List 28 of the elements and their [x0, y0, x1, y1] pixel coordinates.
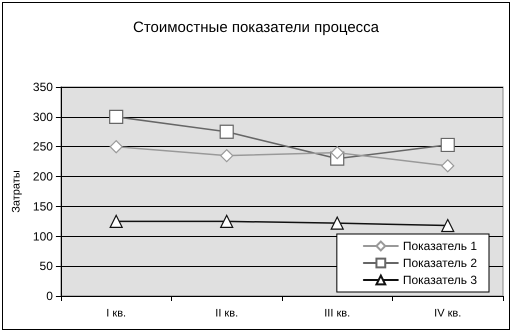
y-tick-label: 150: [32, 199, 54, 214]
point: [110, 214, 123, 228]
y-tick-label: 200: [32, 170, 54, 184]
point: [330, 216, 344, 230]
x-tick-label: I кв.: [106, 308, 126, 320]
y-tick-label: 100: [32, 229, 54, 244]
y-tick-label: 250: [32, 140, 54, 154]
legend-label: Показатель 3: [402, 273, 478, 287]
point: [330, 146, 344, 160]
point: [110, 140, 123, 154]
y-tick-label: 50: [40, 259, 54, 274]
y-tick-label: 350: [32, 80, 54, 94]
chart-title: Стоимостные показатели процесса: [132, 19, 380, 36]
point: [109, 110, 124, 124]
point: [441, 159, 454, 172]
point: [220, 149, 234, 162]
legend-label: Показатель 1: [402, 239, 478, 253]
x-tick-label: III кв.: [324, 308, 350, 320]
y-tick-label: 300: [32, 110, 54, 124]
x-tick-label: II кв.: [215, 308, 238, 320]
point: [220, 124, 234, 139]
point: [220, 214, 234, 228]
legend-label: Показатель 2: [402, 256, 478, 270]
point: [440, 138, 455, 152]
y-tick-label: 0: [46, 289, 54, 303]
y-axis-title: Затраты: [10, 170, 22, 213]
point: [441, 218, 454, 232]
x-tick-label: IV кв.: [434, 308, 462, 320]
